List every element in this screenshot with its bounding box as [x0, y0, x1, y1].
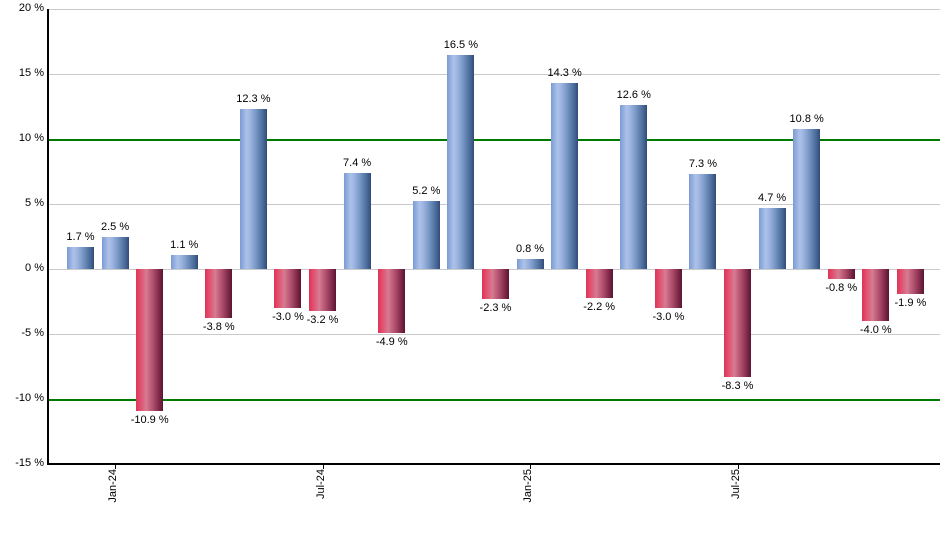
bar-positive	[447, 54, 475, 269]
bar-value-label: 4.7 %	[758, 191, 787, 204]
bar-positive	[343, 172, 371, 269]
bar-negative	[309, 269, 337, 311]
green-gridline	[48, 139, 940, 141]
x-tick-label: Jan-24	[107, 469, 120, 503]
bar-positive	[551, 83, 579, 269]
y-tick-label: 10 %	[18, 132, 44, 144]
bar-value-label: 1.7 %	[66, 230, 95, 243]
bar-positive	[793, 128, 821, 269]
bar-negative	[378, 269, 406, 333]
x-tick-label: Jan-25	[522, 469, 535, 503]
bar-positive	[758, 207, 786, 269]
bar-value-label: -3.2 %	[306, 313, 339, 326]
bar-positive	[101, 236, 129, 269]
bar-negative	[896, 269, 924, 294]
bar-negative	[136, 269, 164, 411]
bar-value-label: -4.9 %	[375, 335, 408, 348]
bar-value-label: 10.8 %	[789, 112, 824, 125]
bar-negative	[274, 269, 302, 308]
bar-positive	[412, 201, 440, 269]
bar-value-label: 7.3 %	[688, 158, 717, 171]
bar-value-label: -8.3 %	[721, 379, 754, 392]
y-tick-label: -15 %	[15, 457, 44, 469]
x-tick-label: Jul-24	[314, 469, 327, 499]
bar-value-label: 12.3 %	[236, 93, 271, 106]
bar-value-label: 16.5 %	[443, 38, 478, 51]
bar-negative	[827, 269, 855, 280]
bar-value-label: -3.0 %	[272, 311, 304, 323]
y-tick-label: 20 %	[18, 2, 44, 14]
x-tick-label: Jul-25	[729, 469, 742, 499]
bar-negative	[724, 269, 752, 377]
bar-negative	[585, 269, 613, 298]
bar-value-label: 0.8 %	[515, 242, 545, 255]
green-gridline	[48, 399, 940, 401]
bar-negative	[862, 269, 890, 321]
bar-negative	[205, 269, 233, 319]
bar-negative	[654, 269, 682, 308]
x-axis-line	[47, 463, 940, 465]
bar-value-label: 14.3 %	[547, 67, 582, 80]
bar-value-label: 5.2 %	[412, 185, 441, 198]
bar-positive	[170, 254, 198, 269]
y-axis-line	[47, 9, 49, 465]
x-tick-mark	[322, 463, 324, 469]
x-tick-mark	[530, 463, 532, 469]
bar-value-label: -3.0 %	[652, 311, 685, 323]
bar-positive	[239, 109, 267, 269]
bar-value-label: 7.4 %	[343, 156, 372, 169]
bar-value-label: 1.1 %	[170, 238, 199, 251]
y-tick-label: -5 %	[21, 327, 44, 339]
bar-value-label: 12.6 %	[616, 89, 651, 102]
bar-negative	[481, 269, 509, 299]
bar-value-label: -10.9 %	[130, 413, 169, 426]
bar-positive	[620, 105, 648, 269]
bar-value-label: -0.8 %	[825, 282, 858, 295]
gridline	[48, 9, 940, 10]
y-tick-label: 15 %	[18, 67, 44, 79]
bar-positive	[689, 174, 717, 269]
gridline	[48, 74, 940, 75]
bar-value-label: 2.5 %	[101, 220, 130, 233]
bar-positive	[67, 246, 94, 269]
bar-value-label: -1.9 %	[894, 296, 927, 309]
x-tick-mark	[737, 463, 739, 469]
x-tick-mark	[115, 463, 117, 469]
bar-value-label: -2.3 %	[479, 301, 512, 314]
bar-value-label: -2.2 %	[583, 300, 616, 313]
bar-value-label: -4.0 %	[859, 324, 892, 336]
y-tick-label: 0 %	[25, 262, 44, 274]
bar-value-label: -3.8 %	[202, 321, 235, 334]
gridline	[48, 334, 940, 335]
y-tick-label: -10 %	[15, 392, 44, 404]
y-tick-label: 5 %	[25, 197, 44, 209]
bar-positive	[516, 258, 544, 269]
gridline	[48, 204, 940, 205]
